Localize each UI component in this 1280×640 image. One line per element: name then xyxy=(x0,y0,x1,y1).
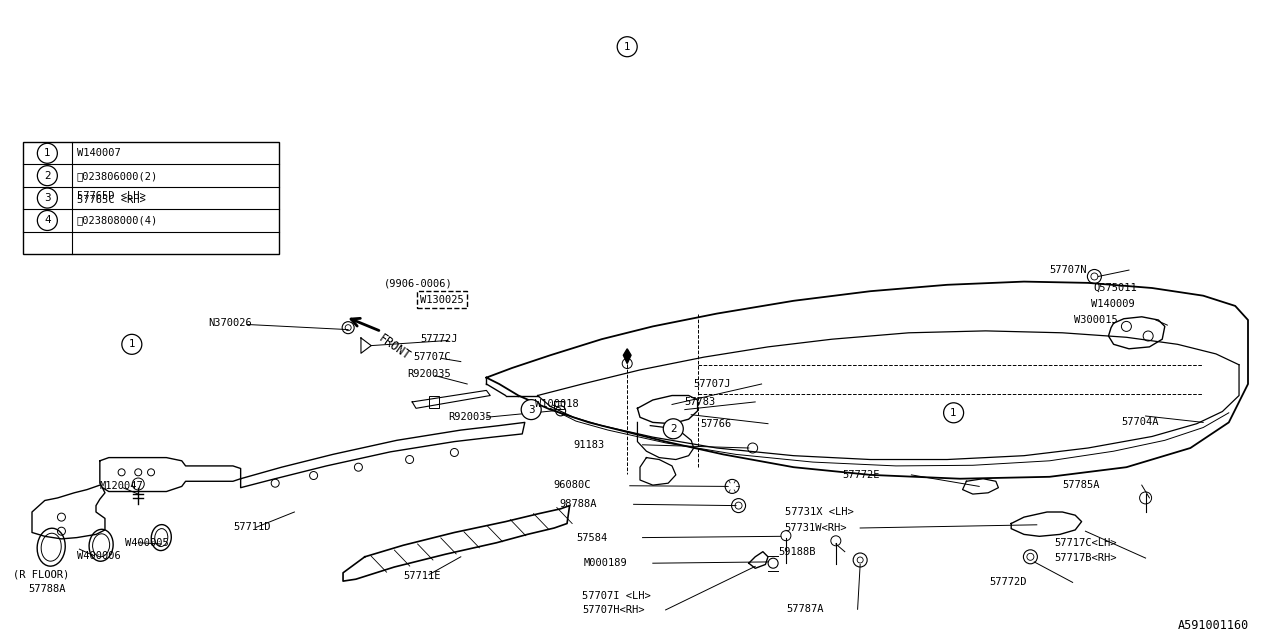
Bar xyxy=(23,142,279,254)
Text: FRONT: FRONT xyxy=(376,332,413,363)
Text: 98788A: 98788A xyxy=(559,499,596,509)
Text: 4: 4 xyxy=(44,216,51,225)
Circle shape xyxy=(663,419,684,439)
Text: A591001160: A591001160 xyxy=(1178,620,1249,632)
Text: 57717C<LH>: 57717C<LH> xyxy=(1055,538,1117,548)
Text: 1: 1 xyxy=(950,408,957,418)
Text: 57711D: 57711D xyxy=(233,522,270,532)
Text: 1: 1 xyxy=(623,42,631,52)
Text: 57711E: 57711E xyxy=(403,571,440,581)
Circle shape xyxy=(617,36,637,57)
Text: (9906-0006): (9906-0006) xyxy=(384,278,453,289)
Text: 57772D: 57772D xyxy=(989,577,1027,588)
Text: 57707N: 57707N xyxy=(1050,265,1087,275)
Circle shape xyxy=(37,188,58,208)
Text: W400006: W400006 xyxy=(77,550,120,561)
Text: 3: 3 xyxy=(44,193,51,203)
Text: W130025: W130025 xyxy=(420,294,463,305)
Bar xyxy=(554,401,564,410)
Text: 57772J: 57772J xyxy=(420,334,457,344)
Circle shape xyxy=(37,143,58,163)
Polygon shape xyxy=(623,349,631,364)
Text: W140009: W140009 xyxy=(1091,299,1134,309)
Text: M000189: M000189 xyxy=(584,558,627,568)
Text: 57704A: 57704A xyxy=(1121,417,1158,428)
Text: W300015: W300015 xyxy=(1074,315,1117,325)
Text: 3: 3 xyxy=(527,404,535,415)
Text: Q575011: Q575011 xyxy=(1093,283,1137,293)
Text: 1: 1 xyxy=(128,339,136,349)
Text: 59188B: 59188B xyxy=(778,547,815,557)
Text: M120047: M120047 xyxy=(100,481,143,492)
Text: 57707I <LH>: 57707I <LH> xyxy=(582,591,652,602)
Text: 57783: 57783 xyxy=(685,397,716,407)
Text: 57765D <LH>: 57765D <LH> xyxy=(77,191,146,202)
Text: 57766: 57766 xyxy=(700,419,731,429)
Text: W100018: W100018 xyxy=(535,399,579,410)
Text: 57785A: 57785A xyxy=(1062,480,1100,490)
Text: 57731W<RH>: 57731W<RH> xyxy=(785,523,847,533)
Text: 57787A: 57787A xyxy=(786,604,823,614)
Circle shape xyxy=(122,334,142,355)
Text: 1: 1 xyxy=(44,148,51,158)
Text: 57717B<RH>: 57717B<RH> xyxy=(1055,553,1117,563)
Text: Ⓝ023806000(2): Ⓝ023806000(2) xyxy=(77,171,157,180)
Text: 2: 2 xyxy=(669,424,677,434)
Text: R920035: R920035 xyxy=(407,369,451,380)
Circle shape xyxy=(37,211,58,230)
Text: W400005: W400005 xyxy=(125,538,169,548)
Text: 57584: 57584 xyxy=(576,532,607,543)
Text: 57788A: 57788A xyxy=(28,584,65,594)
Text: 96080C: 96080C xyxy=(553,480,590,490)
Text: 57772E: 57772E xyxy=(842,470,879,480)
Circle shape xyxy=(943,403,964,423)
Circle shape xyxy=(37,166,58,186)
Circle shape xyxy=(521,399,541,420)
Text: 57765C <RH>: 57765C <RH> xyxy=(77,195,146,205)
Text: 57707J: 57707J xyxy=(694,379,731,389)
Text: Ⓝ023808000(4): Ⓝ023808000(4) xyxy=(77,216,157,225)
Text: (R FLOOR): (R FLOOR) xyxy=(13,569,69,579)
Text: R920035: R920035 xyxy=(448,412,492,422)
Text: 91183: 91183 xyxy=(573,440,604,450)
Text: N370026: N370026 xyxy=(209,318,252,328)
Bar xyxy=(429,396,439,408)
Text: W140007: W140007 xyxy=(77,148,120,158)
Text: 57731X <LH>: 57731X <LH> xyxy=(785,507,854,517)
Text: 57707C: 57707C xyxy=(413,352,451,362)
Text: 2: 2 xyxy=(44,171,51,180)
Text: 57707H<RH>: 57707H<RH> xyxy=(582,605,645,615)
